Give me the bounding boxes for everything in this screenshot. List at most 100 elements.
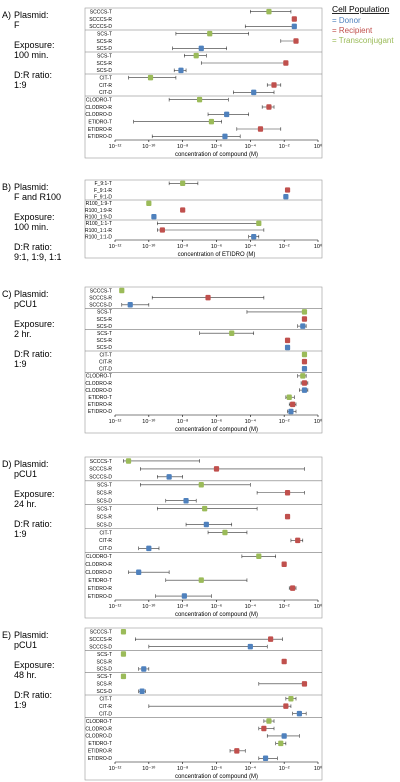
x-tick-label: 10⁻⁴ <box>245 603 257 610</box>
panel-info-line: pCU1 <box>14 469 37 479</box>
row-label: ETIDRO-T <box>88 578 112 584</box>
panel-info-line: 1:9 <box>14 700 27 710</box>
row-label: ETIDRO-D <box>88 134 113 140</box>
row-label: SCS-R <box>96 61 112 67</box>
row-label: CIT-D <box>99 711 112 717</box>
box-marker <box>256 220 262 226</box>
row-label: CLODRO-T <box>86 97 112 103</box>
row-label: SCCCS-D <box>89 475 112 481</box>
box-marker <box>146 200 152 206</box>
box-marker <box>286 394 292 400</box>
box-marker <box>224 111 230 118</box>
box-marker <box>257 126 264 132</box>
row-label: ETIDRO-D <box>88 756 113 762</box>
row-label: CIT-D <box>99 367 112 373</box>
panel-letter: A) <box>2 10 11 20</box>
box-marker <box>300 323 306 329</box>
row-label: ETIDRO-T <box>88 741 112 747</box>
x-tick-label: 10⁻² <box>279 144 290 150</box>
legend-item-transconjugant: = Transconjugant <box>332 36 394 45</box>
x-tick-label: 10⁻⁶ <box>211 143 222 150</box>
box-marker <box>251 234 257 240</box>
panel-letter: D) <box>2 459 12 469</box>
panel-info-line: Plasmid: <box>14 289 49 299</box>
box-marker <box>213 466 220 472</box>
box-marker <box>183 497 189 504</box>
row-label: CLODRO-R <box>85 381 112 387</box>
box-marker <box>198 577 204 583</box>
row-label: ETIDRO-R <box>88 402 113 408</box>
row-label: SCS-R <box>96 682 112 688</box>
x-tick-label: 10⁻¹² <box>109 244 122 250</box>
box-marker <box>120 628 127 635</box>
row-label: SCCCS-D <box>89 644 112 650</box>
row-label: R100_1:1-R <box>85 228 112 234</box>
box-marker <box>256 553 262 560</box>
box-marker <box>120 651 127 657</box>
row-label: SCS-T <box>97 506 112 512</box>
x-tick-label: 10⁻⁴ <box>245 143 257 150</box>
x-axis-label: concentration of ETIDRO (M) <box>178 252 256 258</box>
row-label: SCS-T <box>97 331 112 337</box>
row-label: SCS-D <box>96 46 112 52</box>
row-label: SCCCS-D <box>89 303 112 309</box>
box-marker <box>202 505 208 512</box>
row-label: SCS-D <box>96 324 112 330</box>
x-tick-label: 10⁻⁶ <box>211 603 222 610</box>
box-marker <box>301 681 308 687</box>
row-label: R100_1:1-D <box>85 234 112 240</box>
panel-info-line: Exposure: <box>14 40 55 50</box>
box-marker <box>266 8 272 15</box>
panel-info-line: 24 hr. <box>14 499 37 509</box>
row-label: SCS-D <box>96 345 112 351</box>
x-tick-label: 10⁻⁸ <box>177 603 188 610</box>
row-label: ETIDRO-T <box>88 119 112 125</box>
x-tick-label: 10⁻⁸ <box>177 765 188 772</box>
x-tick-label: 10⁻⁸ <box>177 143 188 150</box>
x-tick-label: 10⁻¹² <box>109 419 122 425</box>
box-marker <box>284 490 291 496</box>
row-label: CIT-D <box>99 90 112 96</box>
row-label: SCCCS-R <box>89 17 112 23</box>
legend-item-donor: = Donor <box>332 16 361 25</box>
box-marker <box>290 401 296 408</box>
legend: Cell Population = Donor = Recipient = Tr… <box>332 4 394 45</box>
x-tick-label: 10⁻¹² <box>109 766 122 772</box>
panel-info-line: pCU1 <box>14 640 37 650</box>
box-marker <box>284 513 291 520</box>
x-tick-label: 10⁻⁴ <box>245 418 257 425</box>
x-tick-label: 10⁻² <box>279 604 290 610</box>
x-tick-label: 10⁻² <box>279 766 290 772</box>
box-marker <box>266 104 272 110</box>
row-label: CIT-R <box>99 538 112 544</box>
row-label: F_9:1-D <box>94 194 112 200</box>
box-marker <box>146 545 152 552</box>
box-marker <box>178 67 184 74</box>
x-axis-label: concentration of compound (M) <box>175 152 258 158</box>
box-marker <box>284 344 291 351</box>
row-label: CLODRO-T <box>86 554 112 560</box>
box-marker <box>262 755 269 762</box>
box-marker <box>159 227 165 233</box>
x-tick-label: 10⁻¹⁰ <box>142 143 156 150</box>
row-label: SCS-D <box>96 68 112 74</box>
legend-title: Cell Population <box>332 4 389 14</box>
x-tick-label: 10⁻² <box>279 244 290 250</box>
box-marker <box>290 585 296 591</box>
row-label: SCCCS-R <box>89 467 112 473</box>
row-label: R100_1:9-R <box>85 208 112 214</box>
row-label: CLODRO-R <box>85 105 112 111</box>
panel-info-line: 1:9 <box>14 80 27 90</box>
row-label: ETIDRO-D <box>88 594 113 600</box>
row-label: SCS-T <box>97 652 112 658</box>
row-label: SCCCS-T <box>90 459 112 465</box>
box-marker <box>261 725 267 732</box>
box-marker <box>301 351 308 358</box>
panel-1: A) Plasmid:F Exposure:100 min. D:R ratio:1:… <box>2 7 323 159</box>
x-tick-label: 10⁻¹² <box>109 144 122 150</box>
x-tick-label: 10⁰ <box>314 418 323 425</box>
row-label: SCS-R <box>96 514 112 520</box>
row-label: SCS-D <box>96 522 112 528</box>
